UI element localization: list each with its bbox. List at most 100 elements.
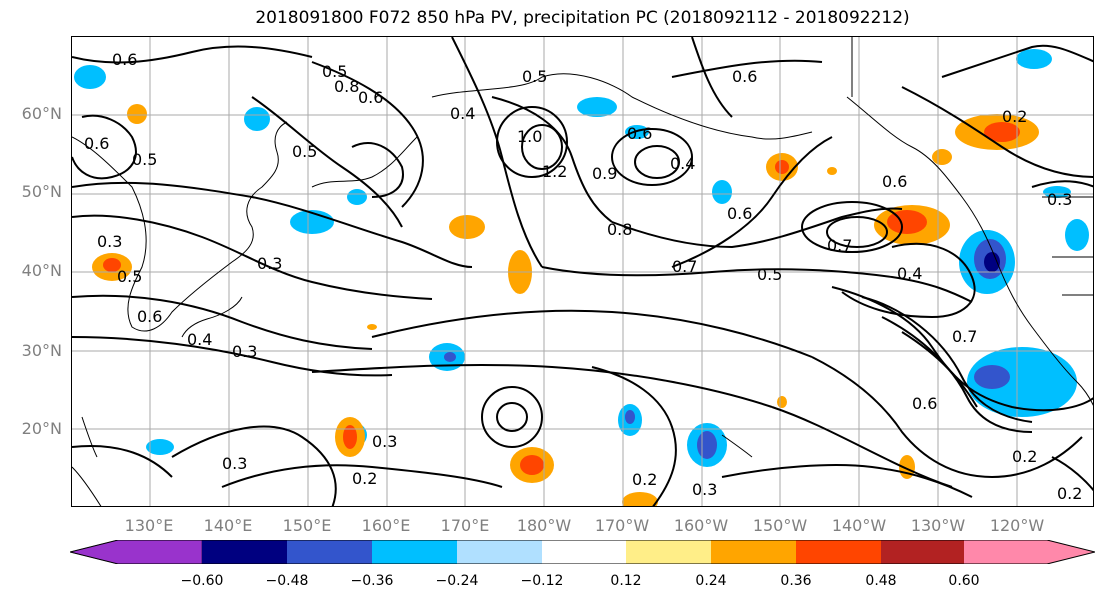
precip-blob — [984, 122, 1020, 142]
contour-labels: 0.6 0.8 0.6 0.5 0.4 0.5 0.6 0.6 0.6 0.5 … — [84, 50, 1082, 503]
contour-label: 0.4 — [450, 104, 475, 123]
precip-blob — [146, 439, 174, 455]
contour-label: 0.2 — [1002, 107, 1027, 126]
lon-tick-160w: 160°W — [673, 516, 729, 535]
precip-blob — [74, 65, 106, 89]
precip-shading — [74, 49, 1093, 506]
contour-label: 0.6 — [112, 50, 137, 69]
colorbar-segment — [881, 540, 964, 564]
contour-label: 0.5 — [117, 267, 142, 286]
colorbar-segment — [711, 540, 796, 564]
precip-blob — [1016, 49, 1052, 69]
lat-tick-30: 30°N — [21, 341, 62, 360]
colorbar-label: 0.12 — [610, 573, 642, 589]
precip-blob — [577, 97, 617, 117]
pv-contours — [72, 37, 1093, 506]
lon-tick-170e: 170°E — [440, 516, 490, 535]
precip-blob — [1043, 186, 1071, 198]
contour-label: 0.6 — [727, 204, 752, 223]
lat-tick-20: 20°N — [21, 419, 62, 438]
lon-tick-120w: 120°W — [989, 516, 1045, 535]
lat-tick-60: 60°N — [21, 104, 62, 123]
precip-blob — [697, 431, 717, 459]
contour-label: 0.3 — [1047, 190, 1072, 209]
colorbar-segment — [626, 540, 711, 564]
contour-label: 0.4 — [670, 154, 695, 173]
contour-label: 0.7 — [952, 327, 977, 346]
lon-tick-130w: 130°W — [910, 516, 966, 535]
contour-label: 0.6 — [137, 307, 162, 326]
lat-tick-40: 40°N — [21, 261, 62, 280]
contour-label: 0.4 — [897, 264, 922, 283]
lon-tick-160e: 160°E — [361, 516, 411, 535]
map-panel: 0.6 0.8 0.6 0.5 0.4 0.5 0.6 0.6 0.6 0.5 … — [71, 36, 1094, 507]
precip-blob — [449, 215, 485, 239]
contour-label: 0.5 — [292, 142, 317, 161]
contour-label: 0.8 — [334, 77, 359, 96]
lon-tick-150w: 150°W — [752, 516, 808, 535]
colorbar-segment — [287, 540, 372, 564]
precip-blob — [347, 189, 367, 205]
precip-blob — [343, 425, 357, 449]
precip-blob — [827, 167, 837, 175]
colorbar-segment — [70, 540, 203, 564]
precip-blob — [967, 347, 1077, 417]
colorbar-segment — [796, 540, 881, 564]
colorbar-segment — [457, 540, 542, 564]
precip-blob — [127, 104, 147, 124]
contour-label: 0.8 — [607, 220, 632, 239]
contour-label: 0.9 — [592, 164, 617, 183]
precip-blob — [775, 160, 789, 174]
contour-label: 0.6 — [882, 172, 907, 191]
contour-label: 0.3 — [257, 254, 282, 273]
contour-label: 0.4 — [187, 330, 212, 349]
contour-label: 0.6 — [732, 67, 757, 86]
map-canvas: 0.6 0.8 0.6 0.5 0.4 0.5 0.6 0.6 0.6 0.5 … — [72, 37, 1093, 506]
colorbar-label: 0.48 — [865, 573, 897, 589]
contour-label: 0.5 — [757, 265, 782, 284]
contour-label: 1.0 — [517, 127, 542, 146]
lon-tick-180w: 180°W — [516, 516, 572, 535]
contour-label: 0.7 — [672, 257, 697, 276]
contour-label: 0.6 — [912, 394, 937, 413]
precip-blob — [244, 107, 270, 131]
precip-blob — [777, 396, 787, 408]
precip-blob — [367, 324, 377, 330]
precip-blob — [103, 258, 121, 272]
colorbar-label: −0.60 — [180, 573, 224, 589]
contour-label: 0.3 — [692, 480, 717, 499]
contour-label: 0.2 — [1012, 447, 1037, 466]
precip-blob — [622, 492, 658, 506]
contour-label: 0.2 — [352, 469, 377, 488]
colorbar-label: −0.12 — [520, 573, 564, 589]
precip-blob — [625, 410, 635, 424]
lon-tick-150e: 150°E — [282, 516, 332, 535]
colorbar-label: −0.24 — [435, 573, 479, 589]
chart-title: 2018091800 F072 850 hPa PV, precipitatio… — [255, 8, 910, 28]
precip-blob — [712, 180, 732, 204]
precip-blob — [1065, 219, 1089, 251]
contour-label: 0.3 — [222, 454, 247, 473]
precip-blob — [625, 125, 649, 139]
coastlines — [72, 37, 1093, 506]
contour-label: 0.6 — [627, 124, 652, 143]
contour-label: 0.3 — [97, 232, 122, 251]
colorbar-segment — [202, 540, 287, 564]
colorbar-label: 0.24 — [695, 573, 727, 589]
lon-tick-140w: 140°W — [831, 516, 887, 535]
lon-tick-140e: 140°E — [203, 516, 253, 535]
contour-label: 0.3 — [232, 342, 257, 361]
colorbar-label: 0.36 — [780, 573, 812, 589]
precip-blob — [984, 252, 1000, 272]
colorbar-segment — [964, 540, 1095, 564]
lon-tick-130e: 130°E — [124, 516, 174, 535]
precip-blob — [974, 365, 1010, 389]
colorbar-label: −0.36 — [350, 573, 394, 589]
precip-blob — [932, 149, 952, 165]
contour-label: 0.6 — [358, 88, 383, 107]
contour-label: 0.3 — [372, 432, 397, 451]
precip-blob — [520, 455, 544, 475]
contour-label: 0.5 — [322, 62, 347, 81]
lon-tick-170w: 170°W — [594, 516, 650, 535]
graticule — [72, 37, 1093, 506]
